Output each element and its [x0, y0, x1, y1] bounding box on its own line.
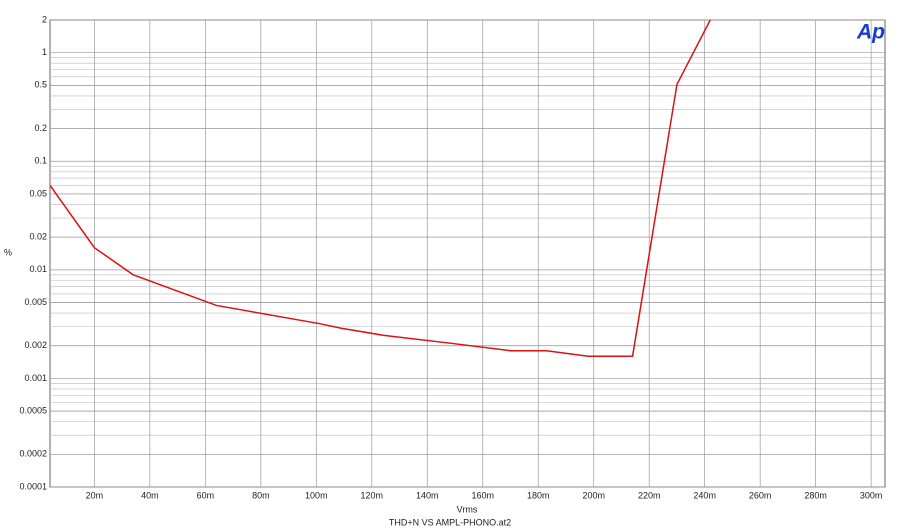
y-tick-label: 0.02 — [29, 232, 47, 242]
y-axis-label: % — [4, 247, 12, 257]
plot-area — [49, 19, 886, 488]
y-tick-label: 0.2 — [34, 123, 47, 133]
x-axis-label: Vrms — [457, 504, 478, 514]
x-tick-label: 200m — [582, 490, 605, 500]
x-tick-label: 260m — [749, 490, 772, 500]
y-tick-label: 0.1 — [34, 156, 47, 166]
y-tick-label: 0.0001 — [19, 481, 47, 491]
x-tick-label: 60m — [197, 490, 215, 500]
x-tick-label: 100m — [305, 490, 328, 500]
x-tick-label: 160m — [471, 490, 494, 500]
x-tick-label: 300m — [860, 490, 883, 500]
y-tick-label: 0.005 — [24, 297, 47, 307]
x-tick-label: 140m — [416, 490, 439, 500]
x-tick-label: 220m — [638, 490, 661, 500]
x-tick-label: 180m — [527, 490, 550, 500]
y-tick-label: 0.002 — [24, 340, 47, 350]
y-tick-label: 0.0002 — [19, 449, 47, 459]
footer: THD+N VS AMPL-PHONO.at2 — [389, 517, 511, 527]
logo: Ap — [856, 21, 885, 44]
y-tick-label: 2 — [42, 14, 47, 24]
y-tick-label: 0.05 — [29, 188, 47, 198]
y-tick-label: 0.001 — [24, 373, 47, 383]
x-tick-label: 240m — [693, 490, 716, 500]
y-tick-label: 1 — [42, 47, 47, 57]
x-tick-label: 40m — [141, 490, 159, 500]
y-tick-label: 0.01 — [29, 264, 47, 274]
x-tick-label: 280m — [804, 490, 827, 500]
y-tick-label: 0.0005 — [19, 405, 47, 415]
x-tick-label: 80m — [252, 490, 270, 500]
plot-layer: 2 1 0.5 0.2 0.1 0.05 0.02 0.01 0.005 0.002 0.001 0.… — [19, 14, 885, 500]
data-line — [50, 20, 711, 358]
x-tick-label: 120m — [361, 490, 384, 500]
y-tick-label: 0.5 — [34, 80, 47, 90]
x-tick-label: 20m — [86, 490, 104, 500]
